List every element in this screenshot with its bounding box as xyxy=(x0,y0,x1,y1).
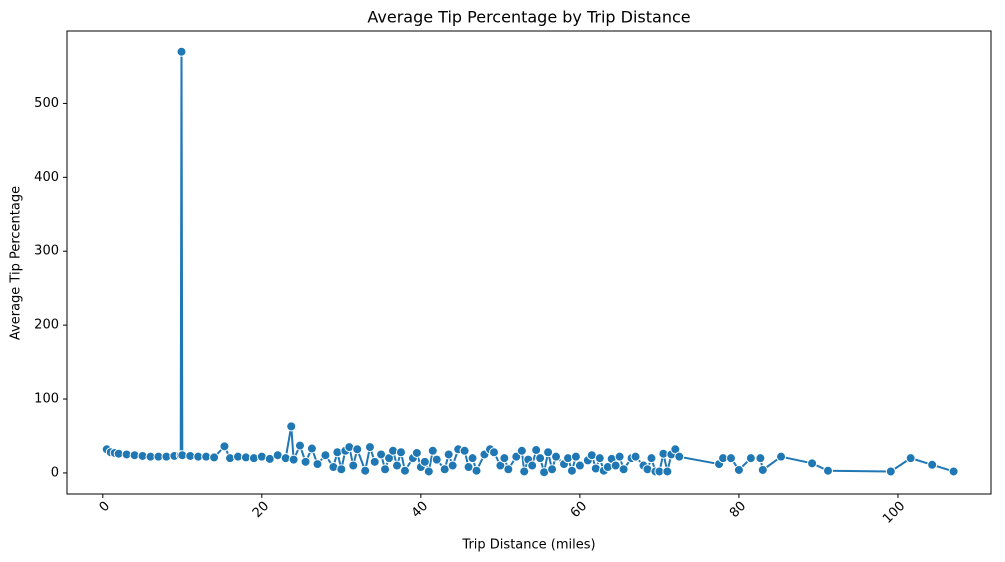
point xyxy=(885,466,896,477)
point xyxy=(306,443,317,454)
point xyxy=(447,460,458,471)
y-tick-label: 0 xyxy=(51,465,59,480)
point xyxy=(531,445,542,456)
point xyxy=(300,456,311,467)
x-tick-label: 100 xyxy=(880,499,908,527)
y-tick-label: 500 xyxy=(34,96,59,111)
point xyxy=(757,464,768,475)
x-axis-label: Trip Distance (miles) xyxy=(461,538,595,553)
point xyxy=(646,453,657,464)
point xyxy=(610,460,621,471)
point xyxy=(948,466,959,477)
point xyxy=(822,465,833,476)
plot-frame xyxy=(66,30,992,495)
point xyxy=(411,447,422,458)
point xyxy=(336,464,347,475)
point xyxy=(594,453,605,464)
point xyxy=(332,447,343,458)
point xyxy=(614,451,625,462)
point xyxy=(209,452,220,463)
x-tick-label: 40 xyxy=(409,499,431,521)
point xyxy=(562,453,573,464)
point xyxy=(264,453,275,464)
point xyxy=(225,453,236,464)
point xyxy=(392,460,402,471)
point xyxy=(471,465,482,476)
point xyxy=(535,453,546,464)
point xyxy=(423,466,434,477)
point xyxy=(431,454,442,465)
point xyxy=(745,453,756,464)
y-tick-label: 400 xyxy=(34,170,59,185)
x-tick-label: 80 xyxy=(727,499,749,521)
point xyxy=(755,453,766,464)
y-tick-label: 200 xyxy=(34,318,59,333)
point xyxy=(364,442,375,453)
point xyxy=(547,464,558,475)
point xyxy=(662,466,673,477)
point xyxy=(551,451,562,462)
point xyxy=(630,451,641,462)
point xyxy=(618,464,629,475)
point xyxy=(399,465,410,476)
point xyxy=(388,445,399,456)
point xyxy=(219,441,230,452)
chart-title: Average Tip Percentage by Trip Distance xyxy=(367,8,690,27)
point xyxy=(602,462,613,473)
point xyxy=(725,453,736,464)
point xyxy=(312,459,323,470)
point xyxy=(574,460,585,471)
point xyxy=(352,444,363,455)
point xyxy=(369,456,380,467)
point xyxy=(360,465,371,476)
x-tick-label: 0 xyxy=(97,499,113,515)
point xyxy=(499,453,510,464)
point xyxy=(439,464,450,475)
point xyxy=(519,466,530,477)
point xyxy=(905,453,916,464)
point xyxy=(286,421,297,432)
point xyxy=(280,453,291,464)
x-tick-label: 20 xyxy=(250,499,272,521)
point xyxy=(459,445,470,456)
line xyxy=(106,51,954,475)
point xyxy=(503,464,514,475)
y-tick-label: 300 xyxy=(34,244,59,259)
point xyxy=(570,451,581,462)
point xyxy=(348,460,359,471)
point xyxy=(489,447,500,458)
point xyxy=(380,464,391,475)
point xyxy=(376,449,387,460)
point xyxy=(419,456,430,467)
point xyxy=(320,450,331,461)
point xyxy=(674,451,685,462)
point xyxy=(248,453,259,464)
point xyxy=(463,462,474,473)
point xyxy=(927,459,938,470)
y-axis-label: Average Tip Percentage xyxy=(9,186,24,340)
point xyxy=(294,440,305,451)
point xyxy=(427,445,438,456)
point xyxy=(566,465,577,476)
point xyxy=(543,447,554,458)
point xyxy=(527,460,538,471)
point xyxy=(807,458,818,469)
point xyxy=(516,445,527,456)
point xyxy=(733,464,744,475)
point xyxy=(467,453,478,464)
y-tick-label: 100 xyxy=(34,392,59,407)
point xyxy=(443,449,454,460)
point xyxy=(776,451,787,462)
point xyxy=(288,454,299,465)
point xyxy=(176,46,187,57)
x-tick-label: 60 xyxy=(568,499,590,521)
point xyxy=(395,447,406,458)
